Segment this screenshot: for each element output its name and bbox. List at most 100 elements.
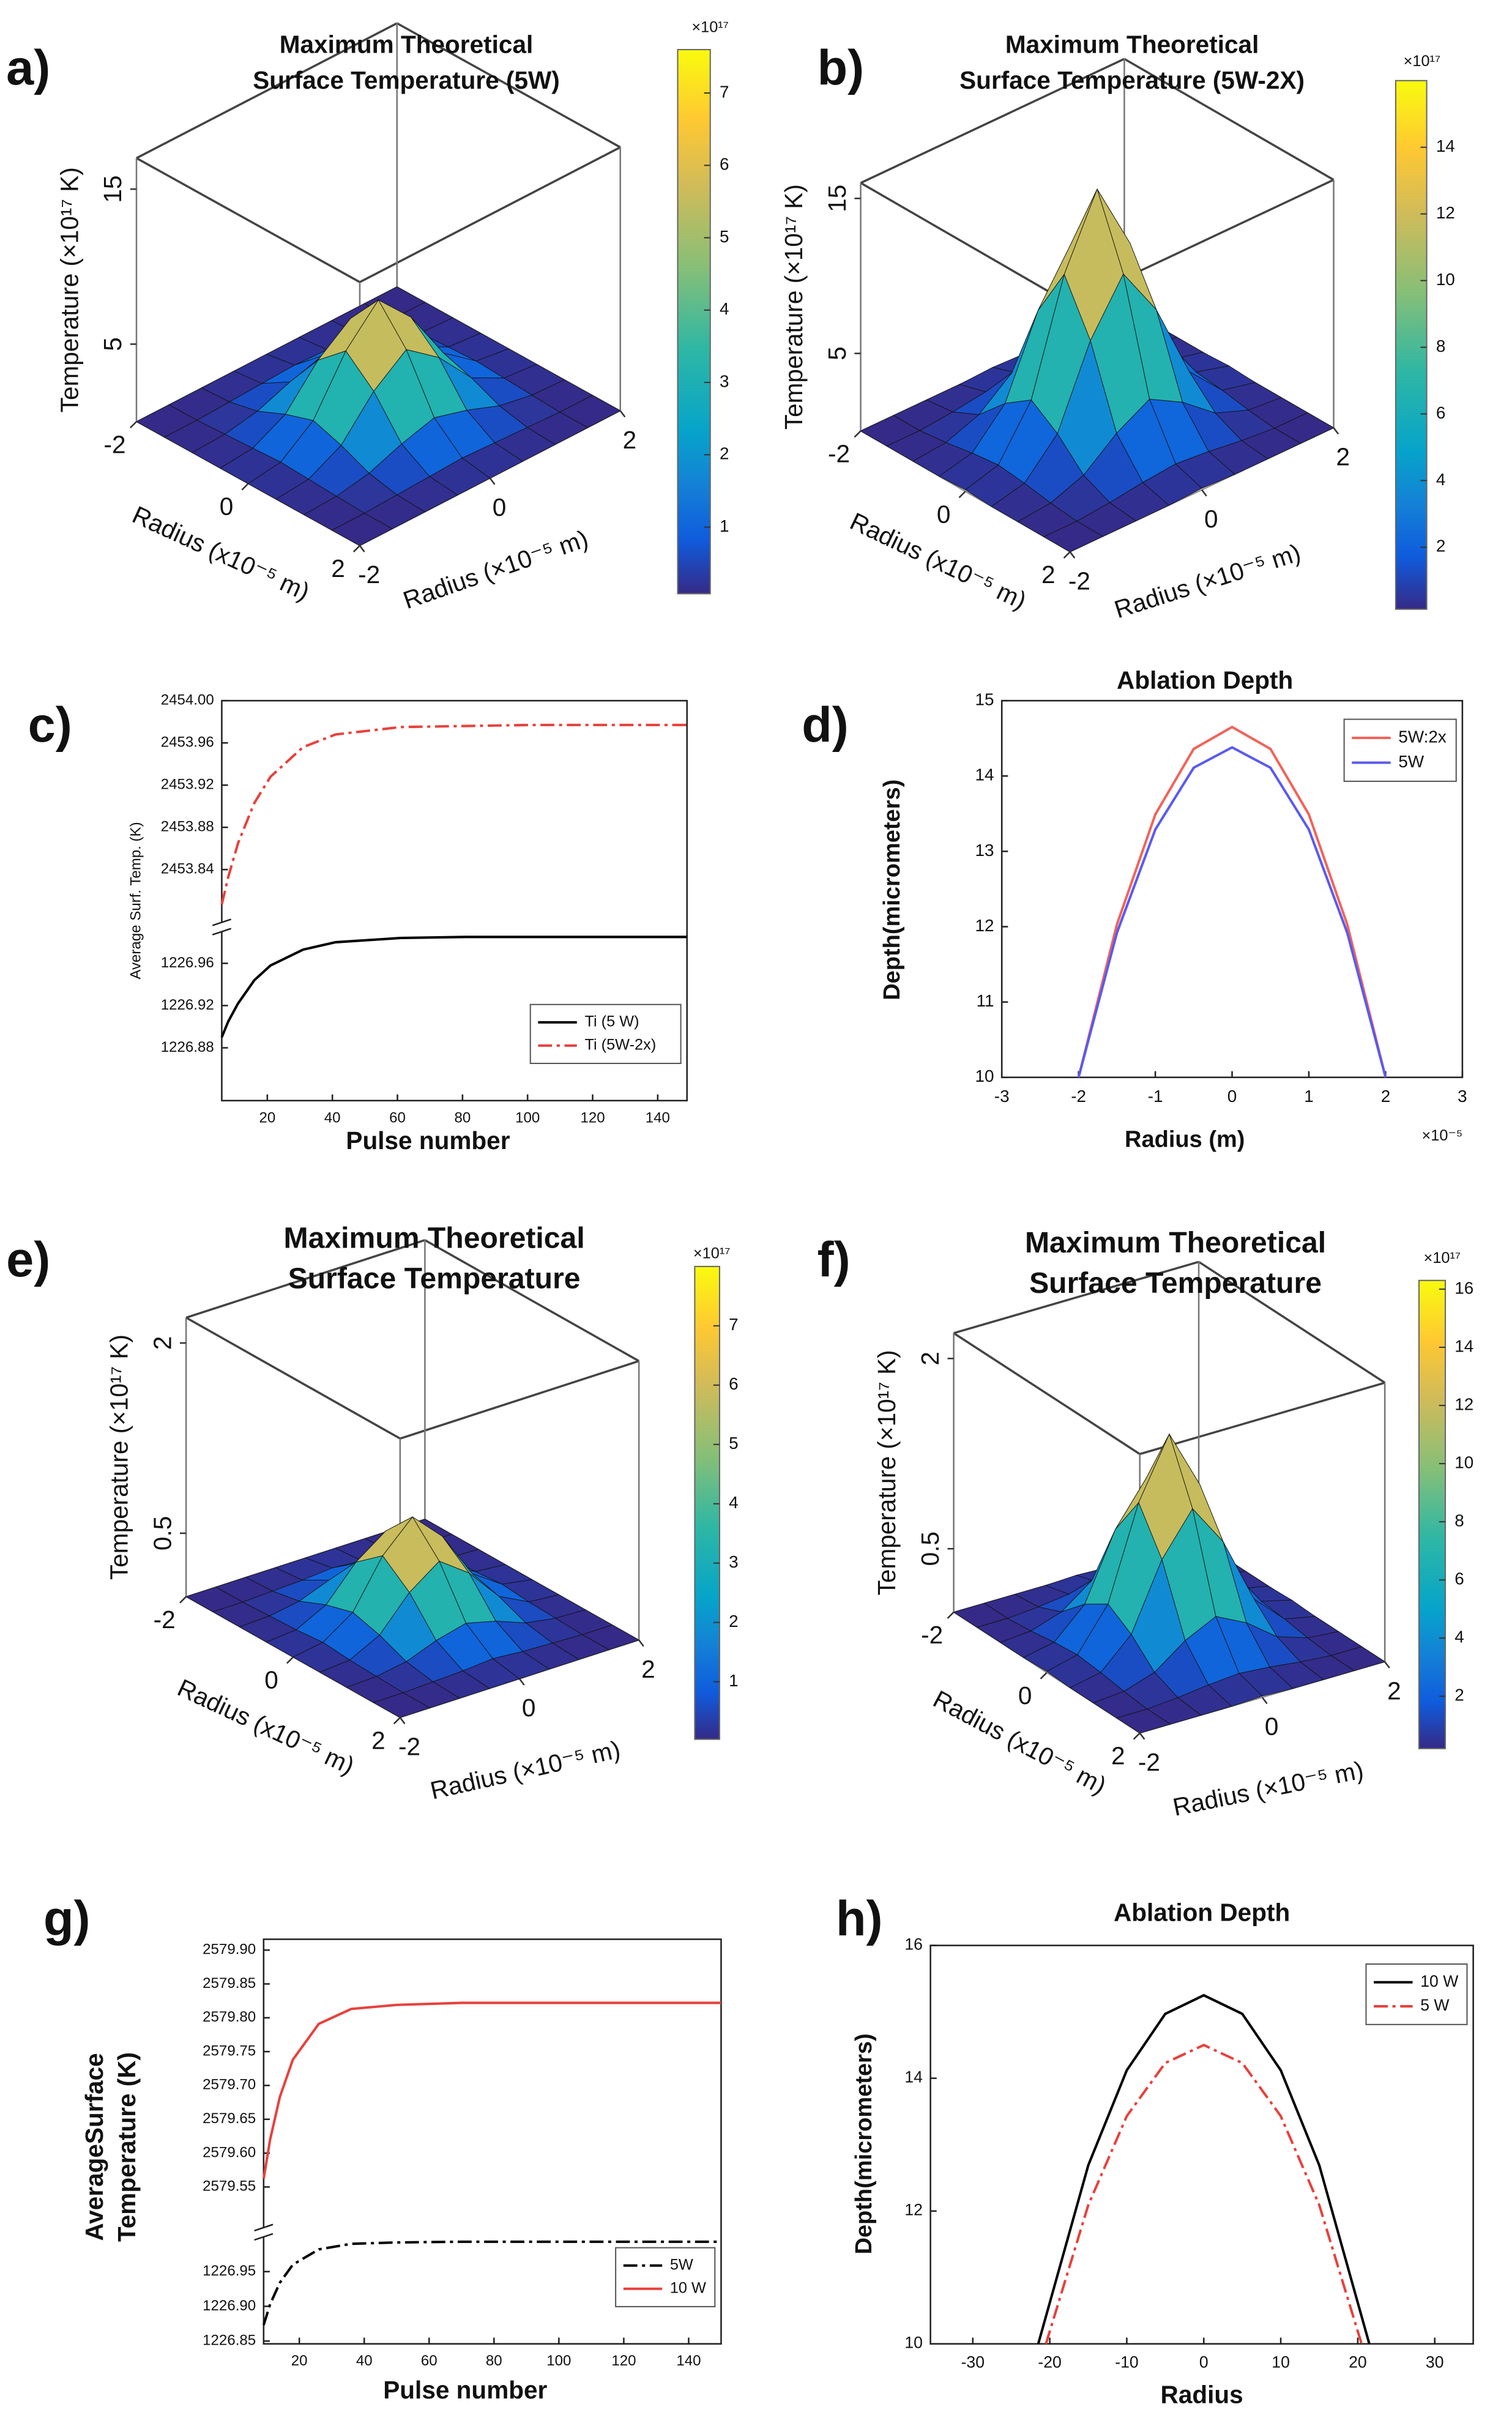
panel-letter: b): [817, 40, 865, 95]
x-tick-label: -2: [828, 440, 850, 468]
x-tick-label: 1: [1304, 1087, 1314, 1106]
x-tick-label: 60: [389, 1109, 406, 1126]
y-tick: [1139, 1732, 1145, 1740]
panel-letter: d): [802, 698, 849, 753]
series-line: [1037, 1993, 1371, 2345]
x-tick-label: 0: [220, 493, 234, 521]
legend-label: 5W: [670, 2256, 693, 2273]
x-tick-label: 2: [371, 1726, 385, 1754]
box-edge: [1139, 1382, 1385, 1456]
x-tick-label: 0: [1199, 2353, 1208, 2371]
axis-break-mark: [212, 928, 232, 936]
y-tick-label: 2579.75: [203, 2042, 256, 2059]
y-tick-label: 1226.90: [203, 2298, 256, 2314]
series-line: [220, 936, 687, 1038]
chart-title: Surface Temperature (5W-2X): [959, 66, 1305, 94]
colorbar: [677, 49, 711, 595]
y-tick-label: 1226.85: [203, 2332, 256, 2349]
y-tick: [489, 477, 496, 485]
chart-title: Maximum Theoretical: [1025, 1226, 1326, 1259]
colorbar-tick-label: 2: [1436, 537, 1446, 556]
y-tick-label: 2454.00: [161, 692, 214, 709]
colorbar-tick-label: 2: [1454, 1686, 1464, 1705]
x-tick: [1040, 1672, 1048, 1680]
y-tick-label: 10: [904, 2334, 923, 2352]
legend-label: 5W:2x: [1398, 727, 1447, 746]
colorbar-tick-label: 10: [1436, 270, 1455, 289]
series-line: [220, 723, 687, 905]
legend-box: [1365, 1963, 1468, 2025]
y-tick-label: 2579.80: [203, 2009, 256, 2025]
y-tick-label: 2579.60: [203, 2144, 256, 2160]
x-tick-label: 40: [356, 2353, 373, 2369]
x-tick: [179, 1596, 187, 1604]
y-tick-label: 2: [641, 1655, 655, 1683]
box-edge: [136, 157, 360, 283]
axis-break: [215, 922, 228, 932]
chart-title: Ablation Depth: [1117, 666, 1293, 694]
y-tick-label: 16: [904, 1935, 923, 1954]
box-edge: [860, 182, 1071, 305]
legend-label: Ti (5 W): [584, 1013, 639, 1030]
panel-letter: g): [43, 1891, 91, 1946]
y-tick-label: 2453.92: [161, 776, 214, 793]
chart-title: Surface Temperature: [1029, 1267, 1322, 1300]
colorbar-tick-label: 16: [1454, 1278, 1473, 1297]
x-tick-label: -30: [961, 2353, 985, 2371]
colorbar-tick-label: 2: [729, 1612, 739, 1631]
x-axis-label: Pulse number: [383, 2376, 547, 2404]
series-line: [262, 2001, 721, 2179]
legend-label: 5 W: [1420, 1996, 1450, 2014]
x-tick-label: -2: [921, 1621, 943, 1649]
x-tick-label: 2: [1111, 1742, 1125, 1770]
panel-letter: e): [6, 1232, 50, 1287]
box-edge: [185, 1239, 425, 1319]
colorbar-tick-label: 7: [729, 1315, 739, 1334]
x-tick: [241, 483, 249, 491]
y-axis-label: AverageSurface: [80, 2053, 108, 2241]
x-tick-label: 2: [1041, 560, 1056, 589]
y-tick: [1069, 551, 1076, 559]
z-tick-label: 5: [823, 346, 851, 360]
x-tick: [393, 1717, 401, 1725]
x-tick-label: 20: [1349, 2353, 1367, 2371]
colorbar: [1418, 1279, 1447, 1749]
legend-label: Ti (5W-2x): [584, 1036, 656, 1054]
y-tick-label: 2: [1387, 1676, 1401, 1705]
surface-cell: [1115, 1708, 1171, 1733]
plot-frame: [929, 1944, 1474, 2345]
z-axis-label: Temperature (×10¹⁷ K): [780, 184, 808, 430]
axis-break-mark: [254, 2233, 274, 2241]
panel-letter: f): [817, 1232, 851, 1287]
y-tick-label: 10: [975, 1066, 994, 1085]
colorbar-label: ×10¹⁷: [1404, 53, 1441, 70]
y-tick: [359, 545, 365, 553]
x-tick-label: 2: [331, 554, 345, 582]
series-line: [1077, 725, 1387, 1078]
x-tick-label: 0: [1227, 1087, 1237, 1106]
axis-break: [257, 2227, 270, 2237]
y-tick: [1333, 427, 1339, 435]
box-edge: [400, 1360, 639, 1440]
panel-letter: a): [6, 40, 50, 95]
plot-frame: [263, 1938, 722, 2345]
y-tick-label: 15: [975, 690, 994, 709]
box-edge: [185, 1316, 401, 1440]
chart-title: Surface Temperature (5W): [253, 66, 560, 94]
x-tick-label: -2: [104, 430, 126, 458]
x-tick-label: 0: [264, 1666, 278, 1694]
legend-box: [1343, 718, 1457, 782]
colorbar-tick-label: 4: [720, 299, 729, 318]
x-tick-label: 3: [1458, 1087, 1467, 1106]
z-tick-label: 5: [99, 337, 127, 351]
z-axis-label: Temperature (×10¹⁷ K): [55, 167, 83, 412]
colorbar-label: ×10¹⁷: [693, 1245, 731, 1262]
z-axis-label: Temperature (×10¹⁷ K): [105, 1334, 133, 1580]
y-tick-label: 0: [522, 1694, 536, 1722]
legend-box: [615, 2247, 716, 2307]
x-tick-label: 40: [324, 1109, 341, 1126]
x-tick-label: 20: [291, 2353, 308, 2369]
x-tick-label: -2: [1071, 1087, 1086, 1106]
y-tick-label: 11: [977, 991, 994, 1010]
